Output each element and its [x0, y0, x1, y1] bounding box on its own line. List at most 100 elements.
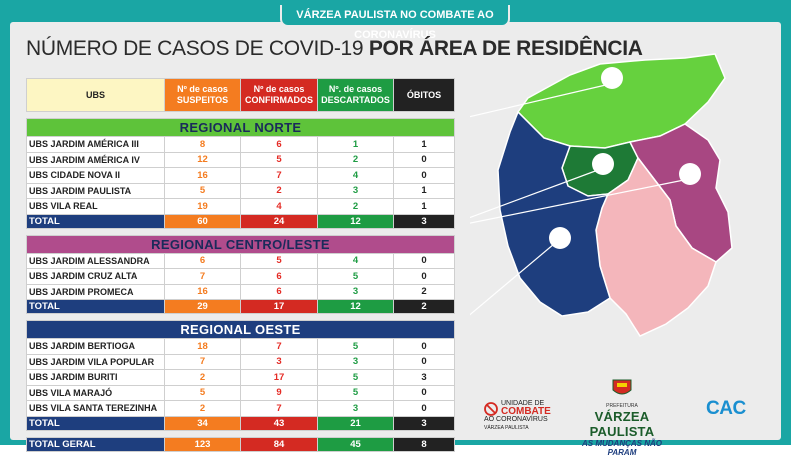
suspeitos-value: 5 — [164, 182, 241, 199]
total-row: TOTAL 60 24 12 3 — [26, 213, 455, 229]
obitos-value: 0 — [393, 268, 455, 285]
confirmados-value: 7 — [240, 400, 318, 417]
confirmados-value: 7 — [240, 338, 318, 355]
confirmados-value: 6 — [240, 268, 318, 285]
ubs-name: UBS VILA SANTA TEREZINHA — [26, 400, 165, 417]
confirmados-value: 17 — [240, 369, 318, 386]
descartados-value: 3 — [317, 182, 394, 199]
suspeitos-value: 7 — [164, 268, 241, 285]
suspeitos-value: 16 — [164, 283, 241, 300]
ubs-name: UBS JARDIM CRUZ ALTA — [26, 268, 165, 285]
obitos-value: 1 — [393, 182, 455, 199]
table-gap — [26, 430, 455, 437]
table-row: UBS JARDIM AMÉRICA IV 12 5 2 0 — [26, 151, 455, 168]
confirmados-value: 6 — [240, 283, 318, 300]
pointer-line-center — [470, 169, 599, 219]
total-suspeitos: 60 — [164, 213, 241, 229]
map-marker-west — [549, 227, 571, 249]
region-header-row: REGIONAL CENTRO/LESTE — [26, 234, 455, 254]
ubs-name: UBS JARDIM AMÉRICA III — [26, 136, 165, 153]
header-obitos: ÓBITOS — [393, 78, 455, 112]
ubs-name: UBS JARDIM VILA POPULAR — [26, 353, 165, 370]
obitos-value: 0 — [393, 338, 455, 355]
descartados-value: 3 — [317, 400, 394, 417]
table-row: UBS VILA REAL 19 4 2 1 — [26, 198, 455, 215]
suspeitos-value: 5 — [164, 384, 241, 401]
header-confirmados: Nº de casos CONFIRMADOS — [240, 78, 318, 112]
obitos-value: 0 — [393, 151, 455, 168]
confirmados-value: 3 — [240, 353, 318, 370]
descartados-value: 2 — [317, 198, 394, 215]
obitos-value: 0 — [393, 384, 455, 401]
suspeitos-value: 2 — [164, 369, 241, 386]
suspeitos-value: 18 — [164, 338, 241, 355]
ubs-name: UBS JARDIM PAULISTA — [26, 182, 165, 199]
total-row: TOTAL 29 17 12 2 — [26, 299, 455, 314]
total-descartados: 12 — [317, 213, 394, 229]
map-marker-east — [679, 163, 701, 185]
total-suspeitos: 34 — [164, 415, 241, 431]
descartados-value: 3 — [317, 353, 394, 370]
table-gap — [26, 111, 455, 119]
total-confirmados: 17 — [240, 299, 318, 314]
table-row: UBS JARDIM VILA POPULAR 7 3 3 0 — [26, 353, 455, 370]
table-row: UBS JARDIM PROMECA 16 6 3 2 — [26, 283, 455, 300]
varzea-paulista-logo: PREFEITURA VÁRZEA PAULISTA AS MUDANÇAS N… — [570, 378, 674, 457]
ubs-name: UBS CIDADE NOVA II — [26, 167, 165, 184]
total-label: TOTAL — [26, 213, 165, 229]
ubs-name: UBS VILA REAL — [26, 198, 165, 215]
obitos-value: 1 — [393, 136, 455, 153]
ubs-name: UBS JARDIM PROMECA — [26, 283, 165, 300]
header-banner: VÁRZEA PAULISTA NO COMBATE AO CORONAVÍRU… — [280, 5, 510, 41]
table-row: UBS CIDADE NOVA II 16 7 4 0 — [26, 167, 455, 184]
obitos-value: 0 — [393, 252, 455, 269]
total-obitos: 3 — [393, 415, 455, 431]
confirmados-value: 5 — [240, 252, 318, 269]
region-title: REGIONAL CENTRO/LESTE — [26, 234, 455, 254]
pointer-line-east — [470, 179, 685, 224]
obitos-value: 0 — [393, 400, 455, 417]
cac-logo: CAC — [706, 398, 746, 419]
ubs-name: UBS JARDIM BERTIOGA — [26, 338, 165, 355]
descartados-value: 5 — [317, 369, 394, 386]
title-regular: NÚMERO DE CASOS DE COVID-19 — [26, 37, 364, 60]
pointer-line-west — [470, 243, 555, 316]
descartados-value: 5 — [317, 338, 394, 355]
grand-total-obitos: 8 — [393, 436, 455, 452]
header-ubs: UBS — [26, 78, 165, 112]
suspeitos-value: 16 — [164, 167, 241, 184]
region-header-row: REGIONAL NORTE — [26, 118, 455, 137]
suspeitos-value: 19 — [164, 198, 241, 215]
total-obitos: 2 — [393, 299, 455, 314]
ubs-name: UBS JARDIM BURITI — [26, 369, 165, 386]
obitos-value: 1 — [393, 198, 455, 215]
total-label: TOTAL — [26, 299, 165, 314]
table-row: UBS VILA MARAJÓ 5 9 5 0 — [26, 384, 455, 401]
combate-logo: UNIDADE DE COMBATE AO CORONAVÍRUS VÁRZEA… — [484, 400, 551, 431]
descartados-value: 4 — [317, 252, 394, 269]
table-gap — [26, 228, 455, 235]
table-row: UBS JARDIM CRUZ ALTA 7 6 5 0 — [26, 268, 455, 285]
total-descartados: 21 — [317, 415, 394, 431]
grand-total-suspeitos: 123 — [164, 436, 241, 452]
suspeitos-value: 8 — [164, 136, 241, 153]
region-west-area — [497, 110, 611, 317]
confirmados-value: 5 — [240, 151, 318, 168]
ubs-name: UBS JARDIM ALESSANDRA — [26, 252, 165, 269]
ubs-name: UBS VILA MARAJÓ — [26, 384, 165, 401]
confirmados-value: 2 — [240, 182, 318, 199]
header-suspeitos: Nº de casos SUSPEITOS — [164, 78, 241, 112]
virus-forbidden-icon — [484, 402, 498, 416]
region-title: REGIONAL OESTE — [26, 320, 455, 339]
descartados-value: 1 — [317, 136, 394, 153]
descartados-value: 2 — [317, 151, 394, 168]
map-marker-center — [592, 153, 614, 175]
page-title: NÚMERO DE CASOS DE COVID-19 POR ÁREA DE … — [26, 37, 643, 61]
region-title: REGIONAL NORTE — [26, 118, 455, 137]
table-row: UBS JARDIM ALESSANDRA 6 5 4 0 — [26, 252, 455, 269]
grand-total-descartados: 45 — [317, 436, 394, 452]
table-row: UBS JARDIM AMÉRICA III 8 6 1 1 — [26, 136, 455, 153]
table-gap — [26, 313, 455, 321]
total-suspeitos: 29 — [164, 299, 241, 314]
descartados-value: 5 — [317, 384, 394, 401]
